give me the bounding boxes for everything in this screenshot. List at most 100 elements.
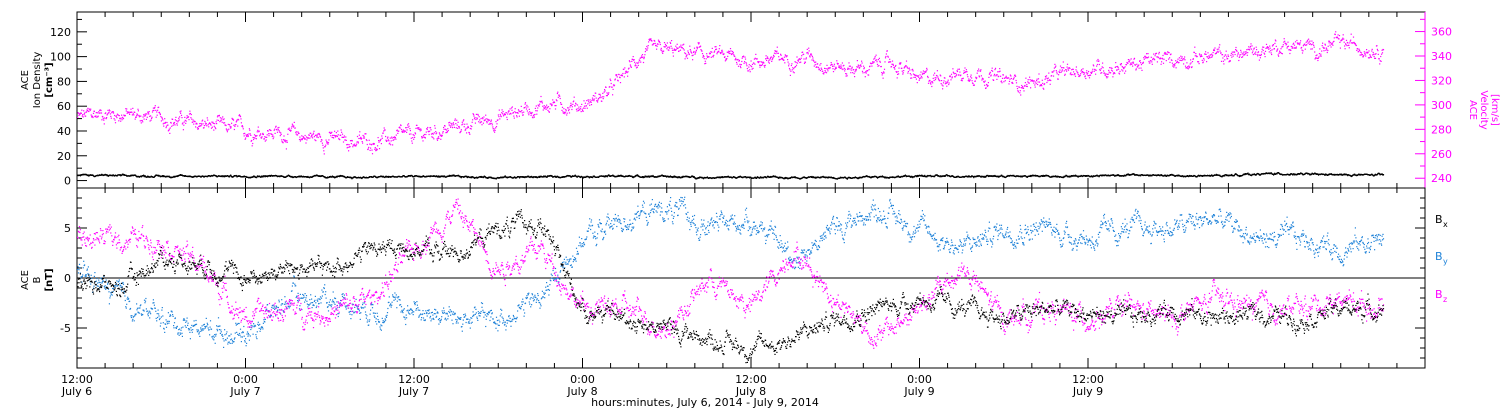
data-point — [457, 121, 459, 123]
data-point — [1220, 60, 1223, 62]
data-point — [883, 72, 885, 74]
data-point — [1247, 52, 1249, 54]
data-point — [272, 134, 274, 136]
data-point — [778, 177, 780, 179]
data-point — [562, 112, 564, 114]
data-point — [310, 132, 312, 134]
data-point — [1018, 86, 1020, 88]
data-point — [720, 52, 722, 55]
data-point — [482, 122, 484, 124]
data-point — [644, 176, 646, 178]
data-point — [724, 60, 726, 62]
data-point — [750, 60, 752, 62]
data-point — [360, 136, 362, 138]
data-point — [352, 146, 354, 148]
data-point — [226, 129, 228, 131]
data-point — [582, 177, 585, 179]
data-point — [824, 70, 826, 72]
data-point — [694, 53, 696, 55]
data-point — [1118, 72, 1120, 74]
data-point — [669, 47, 671, 49]
data-point — [517, 109, 520, 111]
data-point — [808, 47, 810, 49]
data-point — [807, 51, 809, 54]
data-point — [136, 114, 139, 116]
data-point — [992, 79, 994, 81]
data-point — [1336, 36, 1338, 38]
data-point — [264, 136, 266, 138]
data-point — [1062, 61, 1064, 63]
data-point — [199, 123, 201, 125]
data-point — [1323, 50, 1325, 52]
data-point — [975, 76, 977, 78]
data-point — [321, 139, 323, 141]
data-point — [1073, 71, 1075, 73]
data-point — [327, 143, 329, 145]
data-point — [1155, 52, 1158, 54]
data-point — [969, 80, 971, 82]
data-point — [1060, 67, 1063, 69]
data-point — [1131, 63, 1133, 65]
data-point — [693, 176, 695, 178]
y2-tick-label: 240 — [1431, 172, 1452, 185]
data-point — [1215, 52, 1217, 54]
data-point — [994, 67, 997, 69]
data-point — [1243, 51, 1245, 53]
data-point — [266, 136, 268, 138]
data-point — [672, 55, 674, 57]
data-point — [1114, 72, 1116, 75]
data-point — [662, 52, 664, 54]
data-point — [442, 132, 444, 134]
data-point — [1341, 38, 1343, 40]
data-point — [632, 176, 634, 178]
data-point — [1064, 73, 1066, 75]
data-point — [266, 175, 268, 177]
data-point — [845, 73, 847, 75]
data-point — [282, 139, 285, 141]
data-point — [760, 64, 762, 67]
data-point — [657, 39, 660, 41]
data-point — [383, 130, 385, 132]
data-point — [1309, 43, 1312, 45]
data-point — [293, 121, 295, 123]
data-point — [379, 139, 381, 141]
data-point — [856, 60, 858, 62]
data-point — [1323, 47, 1325, 49]
data-point — [702, 178, 705, 180]
data-point — [934, 79, 937, 81]
data-point — [137, 108, 139, 110]
data-point — [181, 117, 183, 119]
data-point — [1321, 50, 1323, 52]
data-point — [788, 63, 790, 65]
data-point — [1208, 56, 1210, 58]
data-point — [838, 65, 840, 67]
data-point — [522, 176, 524, 178]
data-point — [1065, 69, 1067, 71]
data-point — [516, 116, 518, 118]
data-point — [133, 114, 135, 116]
data-point — [387, 175, 389, 178]
data-point — [456, 124, 458, 126]
data-point — [1168, 58, 1170, 60]
data-point — [823, 73, 825, 75]
data-point — [1101, 66, 1103, 68]
data-point — [997, 71, 999, 73]
data-point — [925, 71, 927, 73]
data-point — [891, 60, 894, 62]
data-point — [958, 74, 960, 76]
data-point — [530, 112, 532, 114]
data-point — [805, 58, 807, 60]
data-point — [827, 70, 829, 72]
data-point — [580, 106, 582, 108]
data-point — [1303, 44, 1305, 46]
data-point — [867, 70, 869, 72]
data-point — [996, 74, 998, 76]
data-point — [1021, 87, 1023, 89]
data-point — [227, 129, 229, 131]
data-point — [779, 58, 781, 60]
data-point — [700, 45, 702, 47]
data-point — [649, 39, 651, 41]
data-point — [786, 55, 788, 57]
data-point — [843, 64, 845, 66]
data-point — [222, 116, 224, 118]
